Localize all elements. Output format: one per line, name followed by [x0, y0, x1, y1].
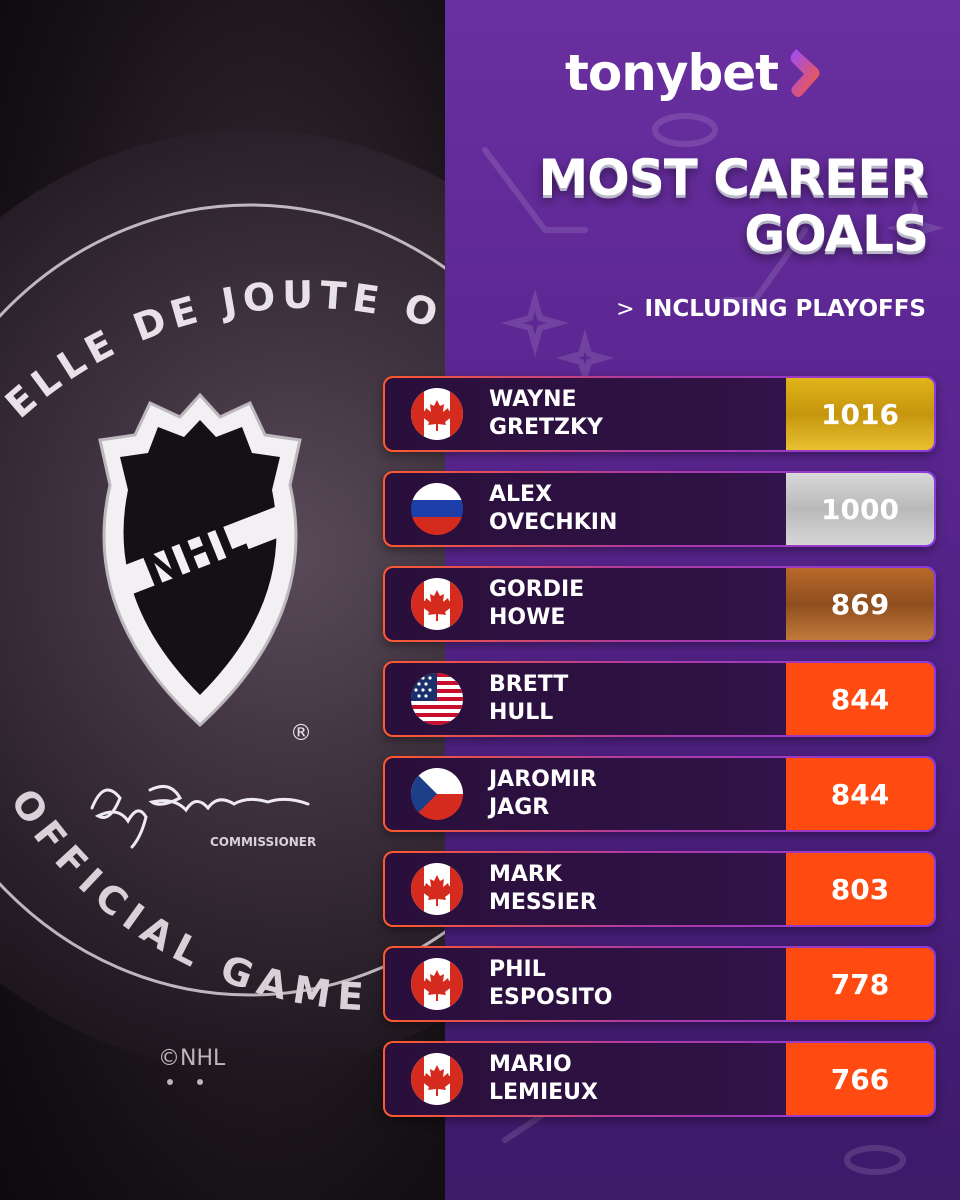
player-name: ALEX OVECHKIN — [489, 481, 786, 537]
russia-flag-icon — [411, 483, 463, 535]
ranking-row: PHIL ESPOSITO 778 — [383, 946, 936, 1022]
chevron-right-icon: > — [616, 296, 635, 322]
player-first-name: PHIL — [489, 957, 546, 982]
player-last-name: GRETZKY — [489, 415, 603, 440]
player-last-name: MESSIER — [489, 890, 597, 915]
brand-name: tonybet — [565, 44, 779, 102]
puck-photo: ELLE DE JOUTE OFFICI OFFICIAL GAME PU NH… — [0, 0, 445, 1200]
usa-flag-icon — [411, 673, 463, 725]
player-first-name: MARIO — [489, 1052, 572, 1077]
copyright-text: ©NHL — [158, 1046, 226, 1071]
ranking-row: MARIO LEMIEUX 766 — [383, 1041, 936, 1117]
ranking-list: WAYNE GRETZKY 1016 ALEX OVECHKIN 1000 GORDIE HO… — [383, 376, 936, 1136]
player-last-name: ESPOSITO — [489, 985, 613, 1010]
czech-flag-icon — [411, 768, 463, 820]
row-body: BRETT HULL 844 — [385, 663, 934, 735]
player-name: MARIO LEMIEUX — [489, 1051, 786, 1107]
goal-count: 844 — [786, 663, 934, 735]
canada-flag-icon — [411, 388, 463, 440]
subtitle-text: INCLUDING PLAYOFFS — [644, 296, 926, 322]
ranking-row: JAROMIR JAGR 844 — [383, 756, 936, 832]
commissioner-signature — [90, 784, 310, 849]
nhl-shield-logo: NHL — [98, 392, 302, 728]
goal-count: 1000 — [786, 473, 934, 545]
player-last-name: LEMIEUX — [489, 1080, 598, 1105]
goal-count: 778 — [786, 948, 934, 1020]
ranking-row: BRETT HULL 844 — [383, 661, 936, 737]
ranking-row: MARK MESSIER 803 — [383, 851, 936, 927]
player-last-name: JAGR — [489, 795, 550, 820]
row-body: PHIL ESPOSITO 778 — [385, 948, 934, 1020]
subtitle: > INCLUDING PLAYOFFS — [616, 296, 926, 322]
canada-flag-icon — [411, 863, 463, 915]
row-body: JAROMIR JAGR 844 — [385, 758, 934, 830]
player-first-name: WAYNE — [489, 387, 577, 412]
player-name: MARK MESSIER — [489, 861, 786, 917]
player-last-name: HULL — [489, 700, 554, 725]
player-last-name: OVECHKIN — [489, 510, 618, 535]
player-last-name: HOWE — [489, 605, 566, 630]
player-first-name: MARK — [489, 862, 562, 887]
row-body: WAYNE GRETZKY 1016 — [385, 378, 934, 450]
page-title: MOST CAREER GOALS — [448, 149, 930, 263]
player-name: WAYNE GRETZKY — [489, 386, 786, 442]
commissioner-label: COMMISSIONER — [210, 835, 316, 849]
player-name: JAROMIR JAGR — [489, 766, 786, 822]
brand-mark-icon — [790, 49, 820, 97]
title-line-2: GOALS — [744, 205, 929, 263]
title-line-1: MOST CAREER — [538, 149, 930, 207]
ranking-row: ALEX OVECHKIN 1000 — [383, 471, 936, 547]
goal-count: 1016 — [786, 378, 934, 450]
canada-flag-icon — [411, 578, 463, 630]
registered-mark: ® — [290, 721, 312, 746]
player-name: BRETT HULL — [489, 671, 786, 727]
ranking-row: WAYNE GRETZKY 1016 — [383, 376, 936, 452]
player-first-name: JAROMIR — [489, 767, 597, 792]
goal-count: 766 — [786, 1043, 934, 1115]
row-body: MARK MESSIER 803 — [385, 853, 934, 925]
player-first-name: BRETT — [489, 672, 569, 697]
player-first-name: ALEX — [489, 482, 553, 507]
tonybet-logo: tonybet — [565, 38, 822, 108]
canada-flag-icon — [411, 1053, 463, 1105]
row-body: GORDIE HOWE 869 — [385, 568, 934, 640]
canada-flag-icon — [411, 958, 463, 1010]
goal-count: 844 — [786, 758, 934, 830]
row-body: MARIO LEMIEUX 766 — [385, 1043, 934, 1115]
goal-count: 803 — [786, 853, 934, 925]
player-first-name: GORDIE — [489, 577, 585, 602]
row-body: ALEX OVECHKIN 1000 — [385, 473, 934, 545]
player-name: PHIL ESPOSITO — [489, 956, 786, 1012]
puck-illustration: ELLE DE JOUTE OFFICI OFFICIAL GAME PU NH… — [0, 0, 445, 1085]
goal-count: 869 — [786, 568, 934, 640]
player-name: GORDIE HOWE — [489, 576, 786, 632]
ranking-row: GORDIE HOWE 869 — [383, 566, 936, 642]
